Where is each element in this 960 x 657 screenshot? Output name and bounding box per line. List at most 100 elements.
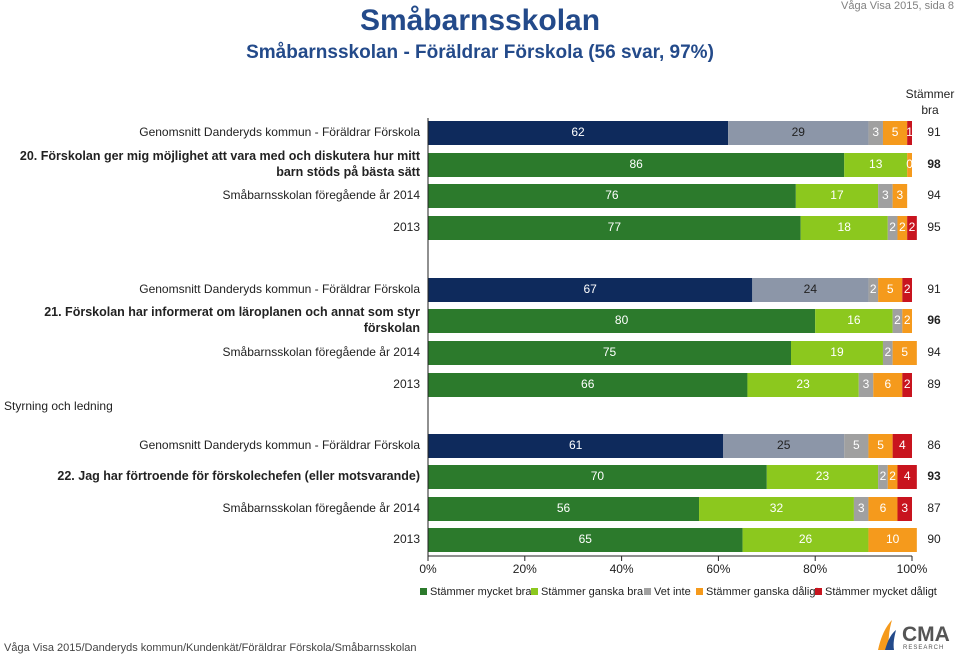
row-label: 2013 xyxy=(393,532,420,546)
bar-segment-vet-inte xyxy=(878,184,893,208)
bar-data-label: 2 xyxy=(889,220,896,234)
bar-segment-vet-inte xyxy=(868,121,883,145)
bar-segment-ganska-daligt xyxy=(868,528,917,552)
row-score: 86 xyxy=(927,438,941,452)
row-score: 98 xyxy=(927,157,941,171)
bar-segment-ganska-bra xyxy=(728,121,869,145)
bar-data-label: 2 xyxy=(884,345,891,359)
x-tick-label: 40% xyxy=(610,562,634,576)
row-score: 95 xyxy=(927,220,941,234)
question-label: 20. Förskolan ger mig möjlighet att vara… xyxy=(20,149,421,179)
page-info: Våga Visa 2015, sida 8 xyxy=(841,0,954,12)
bar-segment-ganska-daligt xyxy=(868,497,898,521)
bar-segment-ganska-bra xyxy=(723,434,845,458)
bar-data-label: 0 xyxy=(916,532,923,546)
bar-data-label: 70 xyxy=(591,469,605,483)
bar-data-label: 18 xyxy=(838,220,852,234)
bar-segment-vet-inte xyxy=(844,434,869,458)
bar-segment-mycket-daligt xyxy=(902,278,912,302)
bar-data-label: 3 xyxy=(858,501,865,515)
row-label: 2013 xyxy=(393,377,420,391)
score-column-header-line1: Stämmer xyxy=(905,87,955,101)
bar-data-label: 1 xyxy=(906,125,913,139)
x-tick-label: 0% xyxy=(419,562,437,576)
legend-swatch xyxy=(420,588,427,595)
bar-data-label: 5 xyxy=(901,345,908,359)
page-subtitle: Småbarnsskolan - Föräldrar Förskola (56 … xyxy=(246,42,714,63)
row-label: Småbarnsskolan föregående år 2014 xyxy=(223,345,421,359)
bar-data-label: 4 xyxy=(899,438,906,452)
question-label-line: 22. Jag har förtroende för förskolechefe… xyxy=(57,469,420,483)
row-label: Genomsnitt Danderyds kommun - Föräldrar … xyxy=(139,438,420,452)
bar-data-label: 2 xyxy=(904,377,911,391)
legend-swatch xyxy=(644,588,651,595)
bar-data-label: 24 xyxy=(804,282,818,296)
bar-segment-mycket-bra xyxy=(428,497,700,521)
bar-data-label: 19 xyxy=(830,345,844,359)
bar-data-label: 56 xyxy=(557,501,571,515)
bar-data-label: 2 xyxy=(904,282,911,296)
bar-segment-mycket-bra xyxy=(428,528,743,552)
bar-segment-vet-inte xyxy=(887,216,898,240)
bar-data-label: 10 xyxy=(886,532,900,546)
bar-segment-vet-inte xyxy=(892,309,903,333)
bar-segment-ganska-daligt xyxy=(868,434,893,458)
bar-data-label: 17 xyxy=(830,188,844,202)
bar-segment-vet-inte xyxy=(853,497,869,521)
bar-segment-ganska-bra xyxy=(815,309,893,333)
bar-data-label: 65 xyxy=(579,532,593,546)
bar-segment-ganska-daligt xyxy=(873,373,903,397)
bar-segment-mycket-bra xyxy=(428,309,816,333)
bar-segment-mycket-bra xyxy=(428,434,724,458)
question-label-line: förskolan xyxy=(364,321,420,335)
bar-data-label: 62 xyxy=(571,125,585,139)
page-title: Småbarnsskolan xyxy=(359,4,601,37)
cma-research-logo: CMA RESEARCH xyxy=(872,616,956,657)
question-label-line: 20. Förskolan ger mig möjlighet att vara… xyxy=(20,149,421,163)
bar-data-label: 2 xyxy=(899,220,906,234)
bar-segment-mycket-bra xyxy=(428,121,729,145)
question-label-line: 21. Förskolan har informerat om läroplan… xyxy=(44,305,420,319)
row-label: Småbarnsskolan föregående år 2014 xyxy=(223,501,421,515)
question-label: 21. Förskolan har informerat om läroplan… xyxy=(44,305,420,335)
bar-data-label: 2 xyxy=(870,282,877,296)
bar-data-label: 16 xyxy=(847,313,861,327)
bar-data-label: 0 xyxy=(907,188,914,202)
bar-segment-ganska-bra xyxy=(742,528,869,552)
bar-segment-ganska-daligt xyxy=(897,216,908,240)
bar-data-label: 0 xyxy=(916,345,923,359)
bar-segment-mycket-bra xyxy=(428,341,791,365)
bar-segment-ganska-bra xyxy=(791,341,883,365)
bar-segment-mycket-bra xyxy=(428,216,801,240)
logo-text: CMA xyxy=(902,623,950,646)
legend-entry: Stämmer mycket dåligt xyxy=(825,586,937,598)
bar-data-label: 3 xyxy=(863,377,870,391)
bar-segment-ganska-daligt xyxy=(892,184,908,208)
bar-data-label: 2 xyxy=(880,469,887,483)
bar-segment-mycket-daligt xyxy=(897,497,912,521)
bar-data-label: 32 xyxy=(770,501,784,515)
cma-logo-icon: CMA RESEARCH xyxy=(878,620,950,651)
legend-entry: Vet inte xyxy=(654,586,691,598)
bar-data-label: 66 xyxy=(581,377,595,391)
bar-segment-ganska-daligt xyxy=(907,153,912,177)
bar-data-label: 23 xyxy=(796,377,810,391)
bar-data-label: 2 xyxy=(909,220,916,234)
legend-entry: Stämmer ganska dåligt xyxy=(706,586,819,598)
legend-entry: Stämmer ganska bra xyxy=(541,586,644,598)
bar-data-label: 75 xyxy=(603,345,617,359)
side-category-label: Styrning och ledning xyxy=(4,399,113,413)
bar-data-label: 3 xyxy=(897,188,904,202)
bar-data-label: 3 xyxy=(872,125,879,139)
bar-segment-ganska-daligt xyxy=(878,278,903,302)
row-score: 89 xyxy=(927,377,941,391)
x-tick-label: 60% xyxy=(706,562,730,576)
bar-segment-mycket-bra xyxy=(428,153,845,177)
bar-segment-ganska-bra xyxy=(747,373,859,397)
row-score: 96 xyxy=(927,313,941,327)
bar-data-label: 86 xyxy=(629,157,643,171)
bar-data-label: 13 xyxy=(869,157,883,171)
bar-data-label: 5 xyxy=(892,125,899,139)
bar-data-label: 77 xyxy=(608,220,622,234)
